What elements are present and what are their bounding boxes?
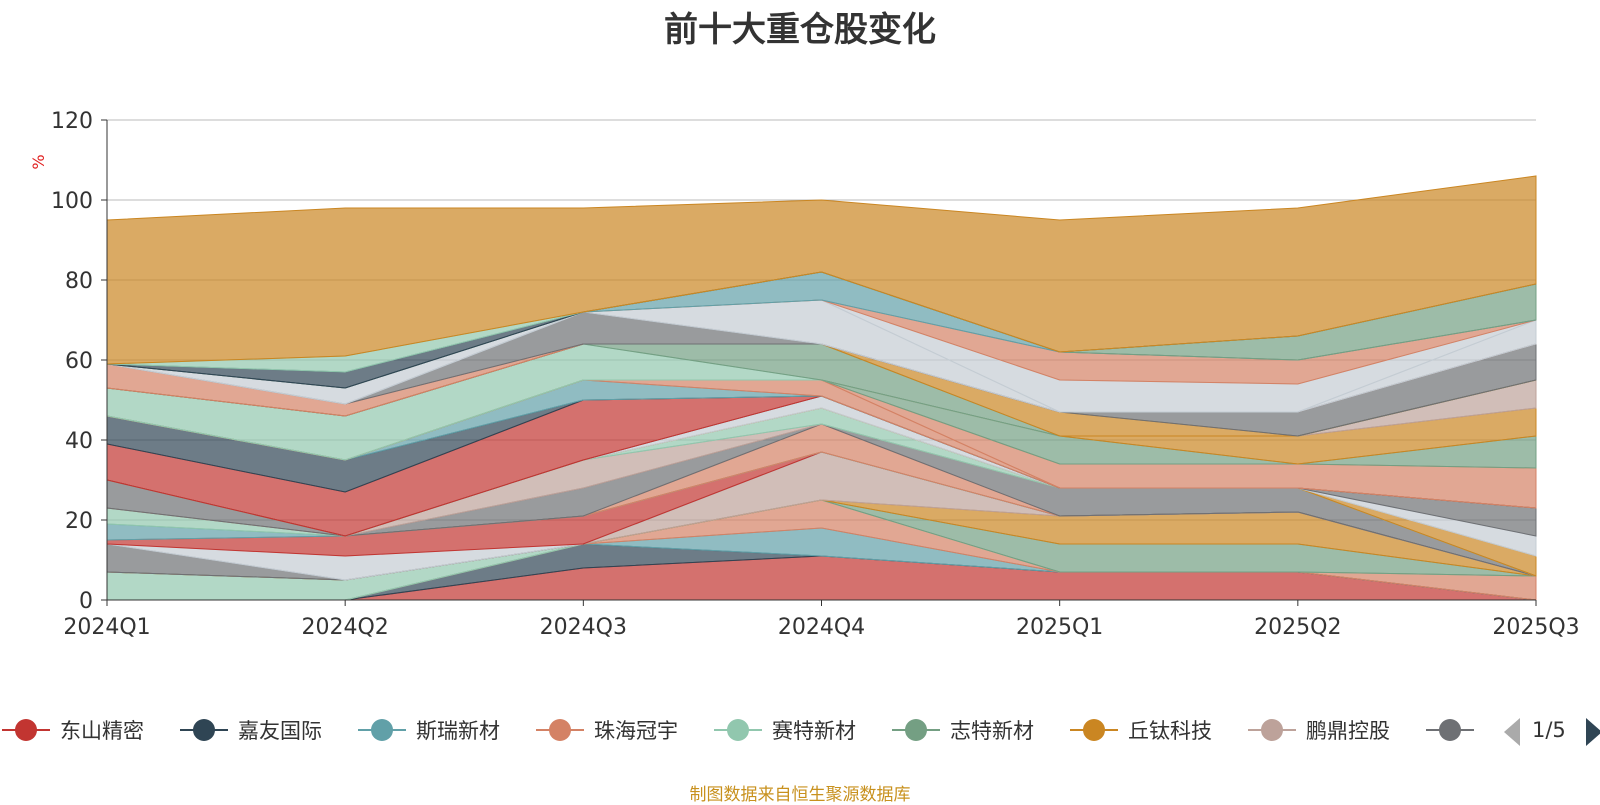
legend-marker-icon — [1426, 719, 1474, 741]
legend-next-arrow-icon[interactable] — [1586, 718, 1600, 746]
legend-marker-icon — [714, 719, 762, 741]
stacked-areas — [106, 175, 1537, 601]
source-note: 制图数据来自恒生聚源数据库 — [689, 785, 911, 805]
axes: 0 20 40 60 80 100 120 2024Q1 2024Q2 2024Q3 2024Q4 2… — [51, 109, 1580, 640]
legend-marker-icon — [2, 719, 50, 741]
legend-item[interactable]: 嘉友国际 — [178, 712, 322, 748]
legend-marker-icon — [536, 719, 584, 741]
legend-marker-icon — [358, 719, 406, 741]
y-tick-label: 100 — [51, 189, 93, 214]
legend-label: 嘉友国际 — [238, 719, 322, 743]
legend-item[interactable]: 珠海冠宇 — [534, 712, 678, 748]
legend-label: 珠海冠宇 — [594, 719, 678, 743]
chart-area: 0 20 40 60 80 100 120 2024Q1 2024Q2 2024Q3 2024Q4 2… — [29, 109, 1580, 640]
legend-label: 丘钛科技 — [1128, 719, 1212, 743]
legend-marker-icon — [1070, 719, 1118, 741]
legend-item[interactable]: 志特新材 — [890, 712, 1034, 748]
x-tick-label: 2024Q2 — [302, 615, 389, 640]
legend-label: 东山精密 — [60, 719, 144, 743]
x-tick-label: 2024Q1 — [63, 615, 150, 640]
x-tick-label: 2024Q3 — [540, 615, 627, 640]
legend: 东山精密 嘉友国际 斯瑞新材 珠海冠宇 赛特新材 志特新材 丘钛科技 鹏鼎控股 — [0, 712, 1480, 748]
y-tick-label: 60 — [65, 349, 93, 374]
y-tick-label: 40 — [65, 429, 93, 454]
legend-label: 志特新材 — [950, 719, 1034, 743]
chart-title: 前十大重仓股变化 — [664, 10, 936, 50]
legend-label: 赛特新材 — [772, 719, 856, 743]
legend-prev-arrow-icon[interactable] — [1504, 718, 1520, 746]
legend-item[interactable]: 斯瑞新材 — [356, 712, 500, 748]
legend-item[interactable]: 鹏鼎控股 — [1246, 712, 1390, 748]
x-tick-label: 2025Q2 — [1254, 615, 1341, 640]
legend-marker-icon — [1248, 719, 1296, 741]
legend-page-indicator: 1/5 — [1532, 718, 1566, 742]
legend-label: 鹏鼎控股 — [1306, 719, 1390, 743]
y-tick-label: 120 — [51, 109, 93, 134]
legend-marker-icon — [892, 719, 940, 741]
y-tick-label: 0 — [79, 589, 93, 614]
legend-pager: 1/5 — [1500, 716, 1600, 748]
legend-item[interactable]: 丘钛科技 — [1068, 712, 1212, 748]
legend-item[interactable]: 赛特新材 — [712, 712, 856, 748]
legend-item[interactable]: 东山精密 — [0, 712, 144, 748]
legend-item-partial[interactable] — [1424, 712, 1476, 748]
x-tick-label: 2025Q1 — [1016, 615, 1103, 640]
x-tick-label: 2024Q4 — [778, 615, 865, 640]
legend-label: 斯瑞新材 — [416, 719, 500, 743]
y-axis-label: % — [29, 154, 48, 169]
x-tick-label: 2025Q3 — [1492, 615, 1579, 640]
y-tick-label: 20 — [65, 509, 93, 534]
y-tick-label: 80 — [65, 269, 93, 294]
legend-marker-icon — [180, 719, 228, 741]
area-series-42 — [106, 175, 1537, 365]
